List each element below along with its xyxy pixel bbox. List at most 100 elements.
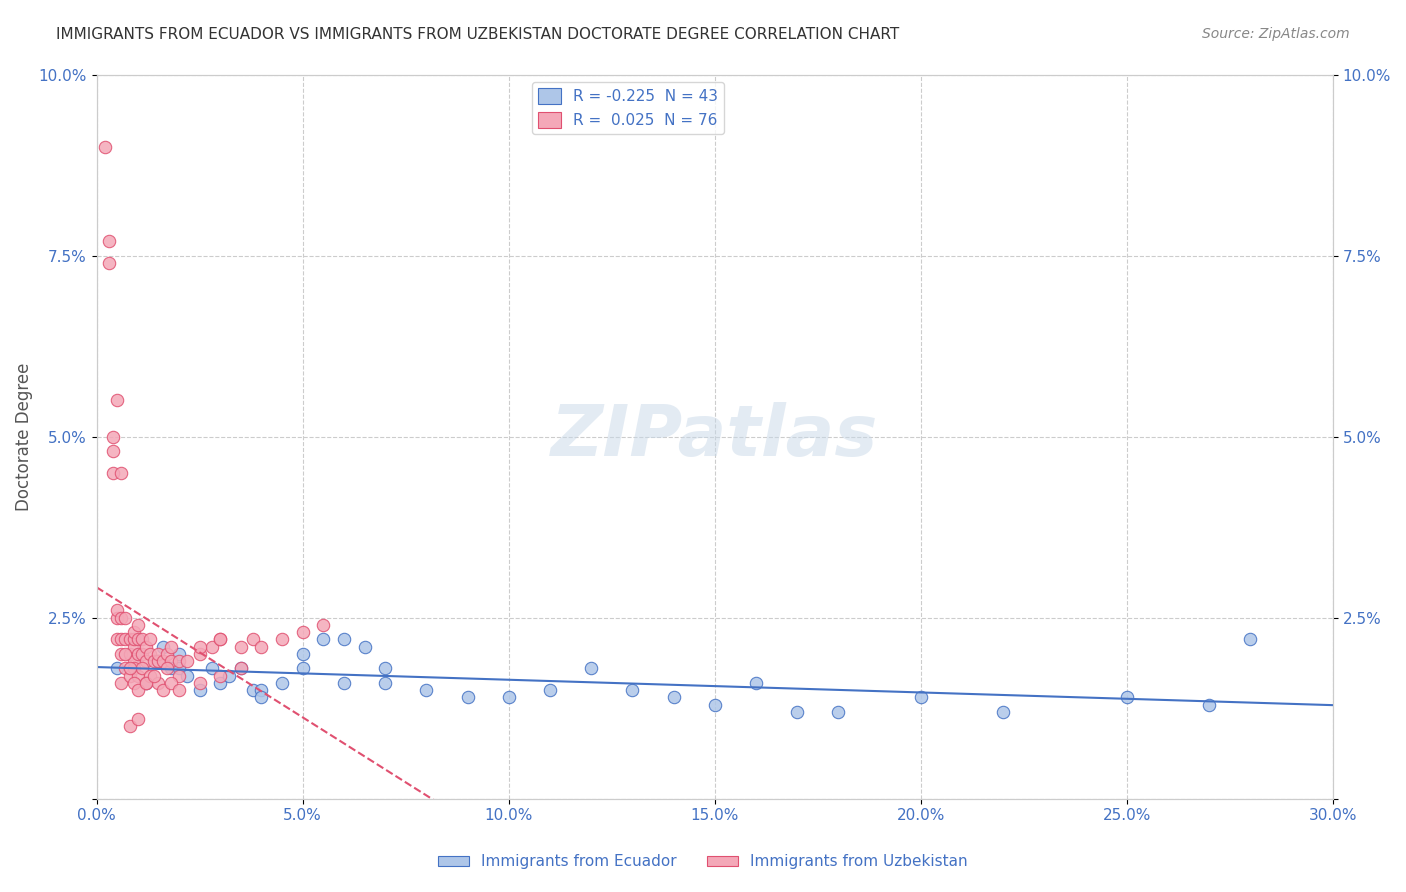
Point [94,140,117,154]
Point [135,676,157,690]
Point [209,676,232,690]
Point [148,647,170,661]
Point [159,640,181,654]
Point [353,640,375,654]
Point [188,676,211,690]
Point [167,668,190,682]
Point [188,647,211,661]
Point [148,676,170,690]
Point [118,647,141,661]
Point [374,661,396,675]
Point [786,705,808,719]
Point [114,661,136,675]
Point [374,676,396,690]
Point [159,676,181,690]
Point [131,647,153,661]
Point [127,618,149,632]
Point [148,654,170,668]
Point [148,654,170,668]
Point [139,668,162,682]
Point [105,603,128,617]
Point [118,661,141,675]
Point [122,661,145,675]
Point [110,466,132,480]
Point [167,647,190,661]
Point [167,654,190,668]
Point [156,647,179,661]
Point [703,698,725,712]
Point [143,654,166,668]
Point [745,676,768,690]
Point [242,632,264,647]
Point [209,632,232,647]
Point [415,683,437,698]
Point [312,632,335,647]
Point [135,654,157,668]
Point [152,683,174,698]
Point [993,705,1015,719]
Point [127,647,149,661]
Point [271,632,294,647]
Point [271,676,294,690]
Point [229,661,252,675]
Point [218,668,240,682]
Point [167,683,190,698]
Point [127,668,149,682]
Point [131,632,153,647]
Point [176,668,198,682]
Point [910,690,932,705]
Point [498,690,520,705]
Point [98,256,121,270]
Point [579,661,602,675]
Point [201,661,224,675]
Point [167,661,190,675]
Point [139,632,162,647]
Point [143,668,166,682]
Point [312,618,335,632]
Point [122,632,145,647]
Point [291,661,314,675]
Point [1115,690,1137,705]
Point [827,705,849,719]
Point [122,640,145,654]
Text: ZIPatlas: ZIPatlas [551,402,879,471]
Point [114,647,136,661]
Point [110,632,132,647]
Legend: R = -0.225  N = 43, R =  0.025  N = 76: R = -0.225 N = 43, R = 0.025 N = 76 [531,82,724,134]
Point [250,683,273,698]
Point [118,719,141,733]
Y-axis label: Doctorate Degree: Doctorate Degree [15,362,32,511]
Point [621,683,644,698]
Point [105,632,128,647]
Point [457,690,479,705]
Point [127,632,149,647]
Point [135,640,157,654]
Point [152,654,174,668]
Point [159,661,181,675]
Point [127,632,149,647]
Point [127,647,149,661]
Point [333,676,356,690]
Point [188,640,211,654]
Point [291,625,314,640]
Point [122,676,145,690]
Point [110,676,132,690]
Point [188,683,211,698]
Point [127,683,149,698]
Point [118,668,141,682]
Point [114,632,136,647]
Point [156,661,179,675]
Point [131,661,153,675]
Point [209,632,232,647]
Point [122,654,145,668]
Point [105,393,128,408]
Point [1198,698,1220,712]
Point [229,640,252,654]
Point [127,712,149,726]
Text: Source: ZipAtlas.com: Source: ZipAtlas.com [1202,27,1350,41]
Point [101,430,124,444]
Point [105,661,128,675]
Point [159,654,181,668]
Point [662,690,685,705]
Text: IMMIGRANTS FROM ECUADOR VS IMMIGRANTS FROM UZBEKISTAN DOCTORATE DEGREE CORRELATI: IMMIGRANTS FROM ECUADOR VS IMMIGRANTS FR… [56,27,900,42]
